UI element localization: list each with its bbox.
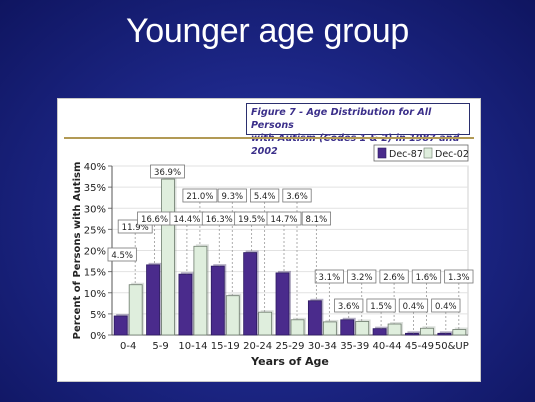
y-tick-label: 30% — [84, 204, 106, 215]
x-tick-label: 5-9 — [152, 341, 168, 352]
bar-dec02 — [225, 295, 240, 336]
x-tick-label: 0-4 — [120, 341, 136, 352]
y-tick-label: 10% — [84, 289, 106, 300]
data-label-dec87: 0.4% — [403, 302, 425, 312]
y-tick-label: 25% — [84, 225, 106, 236]
data-label-dec87: 0.4% — [435, 302, 457, 312]
data-label-dec02-box — [150, 164, 185, 179]
data-label-dec87: 19.5% — [238, 215, 265, 225]
bar-dec02 — [387, 323, 402, 336]
data-label-dec87: 16.6% — [141, 215, 168, 225]
data-label-dec02-box — [411, 269, 442, 284]
bar-dec02 — [128, 284, 143, 336]
data-label-dec02-box — [282, 188, 312, 203]
bar-dec87 — [113, 315, 128, 336]
y-tick-label: 20% — [84, 247, 106, 258]
x-tick-label: 25-29 — [275, 341, 304, 352]
x-tick-label: 30-34 — [308, 341, 337, 352]
y-tick-label: 15% — [84, 268, 106, 279]
legend-label-dec02: Dec-02 — [435, 149, 469, 160]
bar-dec87 — [405, 332, 419, 336]
bar-dec02 — [290, 319, 305, 336]
data-label-dec87: 3.6% — [338, 302, 360, 312]
slide-title: Younger age group — [126, 12, 409, 50]
data-label-dec87-box — [301, 211, 331, 226]
data-label-dec87-box — [366, 298, 396, 313]
data-label-dec87: 14.4% — [173, 215, 200, 225]
figure-divider — [64, 137, 474, 139]
data-label-dec87: 14.7% — [270, 215, 297, 225]
bar-dec02 — [161, 178, 175, 336]
data-label-dec02: 21.0% — [186, 192, 213, 202]
bar-dec02 — [258, 311, 273, 336]
y-axis-title: Percent of Persons with Autism — [72, 162, 83, 340]
data-label-dec02-box — [379, 269, 409, 284]
bar-dec87 — [307, 300, 322, 336]
bar-dec02 — [322, 321, 337, 336]
bar-dec02 — [420, 327, 434, 336]
bar-dec87 — [372, 328, 387, 336]
x-axis-title: Years of Age — [250, 355, 329, 368]
data-label-dec87: 16.3% — [206, 215, 233, 225]
bar-dec02 — [355, 321, 370, 336]
data-label-dec02: 3.2% — [351, 273, 373, 283]
x-tick-label: 40-44 — [373, 341, 402, 352]
data-label-dec02: 1.6% — [416, 273, 438, 283]
data-label-dec02-box — [250, 188, 280, 203]
bar-chart: 0% 5% 10% 15% 20% 25% 30% 35% 40% 0-4 5-9 10-14 15-1… — [72, 144, 474, 368]
data-label-dec02-box — [347, 269, 377, 284]
legend-label-dec87: Dec-87 — [389, 149, 423, 160]
data-label-dec87-box — [266, 211, 302, 226]
data-label-dec02: 1.3% — [448, 273, 470, 283]
data-label-dec02-box — [217, 188, 247, 203]
bar-dec87 — [437, 332, 452, 336]
x-tick-label: 35-39 — [340, 341, 369, 352]
data-label-dec02: 11.9% — [122, 223, 149, 233]
data-label-dec02: 3.6% — [286, 192, 308, 202]
data-label-dec02: 5.4% — [254, 192, 276, 202]
data-label-dec87: 4.5% — [111, 251, 133, 261]
legend-box — [373, 144, 469, 162]
y-tick-label: 5% — [90, 310, 106, 321]
data-label-dec87-box — [398, 298, 429, 313]
bar-dec87 — [178, 273, 193, 336]
x-tick-label: 15-19 — [211, 341, 240, 352]
data-label-dec02-box — [444, 269, 474, 284]
data-label-dec87-box — [431, 298, 461, 313]
y-tick-label: 0% — [90, 331, 106, 342]
x-tick-label: 20-24 — [243, 341, 272, 352]
bar-dec87 — [243, 252, 258, 336]
bar-dec87 — [340, 319, 355, 336]
data-label-dec87-box — [107, 247, 137, 262]
bar-dec02 — [452, 329, 467, 336]
data-label-dec02: 36.9% — [154, 168, 181, 178]
figure-header-line1: Figure 7 - Age Distribution for All Pers… — [251, 107, 432, 131]
data-label-dec87: 1.5% — [370, 302, 392, 312]
data-label-dec87-box — [334, 298, 364, 313]
y-tick-label: 35% — [84, 183, 106, 194]
data-label-dec02-box — [314, 269, 344, 284]
data-label-dec02: 2.6% — [383, 273, 405, 283]
legend-swatch-dec02 — [423, 147, 433, 159]
data-label-dec87: 8.1% — [306, 215, 328, 225]
data-label-dec02-box — [182, 188, 218, 203]
figure-card: Figure 7 - Age Distribution for All Pers… — [57, 98, 481, 382]
x-tick-label: 45-49 — [405, 341, 434, 352]
bar-dec87 — [146, 264, 160, 336]
data-label-dec02: 3.1% — [319, 273, 341, 283]
legend-swatch-dec87 — [377, 147, 387, 159]
data-label-dec02: 9.3% — [221, 192, 243, 202]
x-tick-label: 50&UP — [435, 341, 469, 352]
bar-dec02 — [193, 245, 208, 336]
bar-dec87 — [275, 272, 290, 336]
y-tick-label: 40% — [84, 162, 106, 173]
bar-dec87 — [210, 265, 225, 336]
x-tick-label: 10-14 — [178, 341, 207, 352]
